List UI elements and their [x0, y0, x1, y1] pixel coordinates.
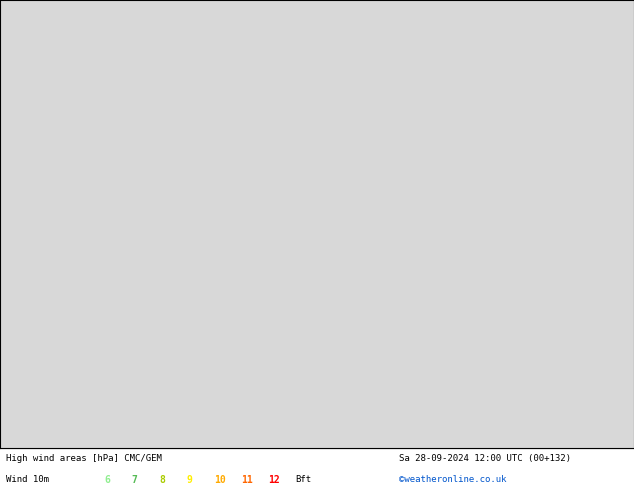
- Text: 6: 6: [105, 475, 110, 485]
- Text: ©weatheronline.co.uk: ©weatheronline.co.uk: [399, 475, 507, 484]
- Text: 12: 12: [268, 475, 280, 485]
- Text: 10: 10: [214, 475, 226, 485]
- Text: Sa 28-09-2024 12:00 UTC (00+132): Sa 28-09-2024 12:00 UTC (00+132): [399, 454, 571, 463]
- Text: High wind areas [hPa] CMC/GEM: High wind areas [hPa] CMC/GEM: [6, 454, 162, 463]
- Text: Bft: Bft: [295, 475, 311, 484]
- Text: 11: 11: [241, 475, 253, 485]
- Text: 7: 7: [132, 475, 138, 485]
- Text: 9: 9: [186, 475, 192, 485]
- Text: Wind 10m: Wind 10m: [6, 475, 49, 484]
- Text: 8: 8: [159, 475, 165, 485]
